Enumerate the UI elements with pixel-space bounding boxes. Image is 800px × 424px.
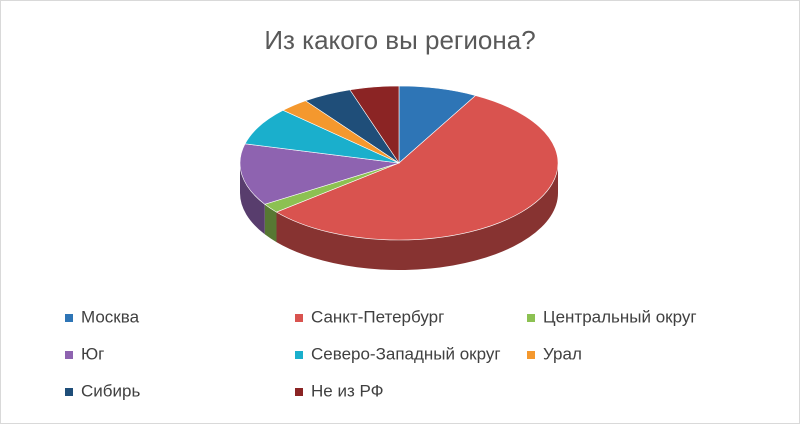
legend-swatch bbox=[65, 351, 73, 359]
chart-title: Из какого вы региона? bbox=[264, 25, 535, 55]
slice bbox=[239, 143, 400, 205]
slice-side bbox=[240, 163, 265, 235]
legend-swatch bbox=[65, 388, 73, 396]
legend-label: Не из РФ bbox=[311, 381, 384, 400]
legend-label: Урал bbox=[543, 344, 582, 363]
slice bbox=[349, 85, 400, 164]
legend-swatch bbox=[295, 314, 303, 322]
slice bbox=[275, 95, 559, 241]
legend-label: Юг bbox=[81, 344, 104, 363]
pie bbox=[239, 85, 559, 270]
legend-swatch bbox=[295, 351, 303, 359]
legend-label: Москва bbox=[81, 307, 140, 326]
legend-swatch bbox=[527, 351, 535, 359]
slice-side bbox=[264, 204, 277, 243]
legend-swatch bbox=[295, 388, 303, 396]
legend: Москва Санкт-Петербург Центральный округ Юг… bbox=[65, 307, 697, 400]
legend-label: Санкт-Петербург bbox=[311, 307, 444, 326]
legend-swatch bbox=[527, 314, 535, 322]
legend-label: Северо-Западный округ bbox=[311, 344, 501, 363]
legend-label: Центральный округ bbox=[543, 307, 697, 326]
legend-swatch bbox=[65, 314, 73, 322]
slice-side bbox=[276, 163, 558, 270]
legend-label: Сибирь bbox=[81, 381, 140, 400]
